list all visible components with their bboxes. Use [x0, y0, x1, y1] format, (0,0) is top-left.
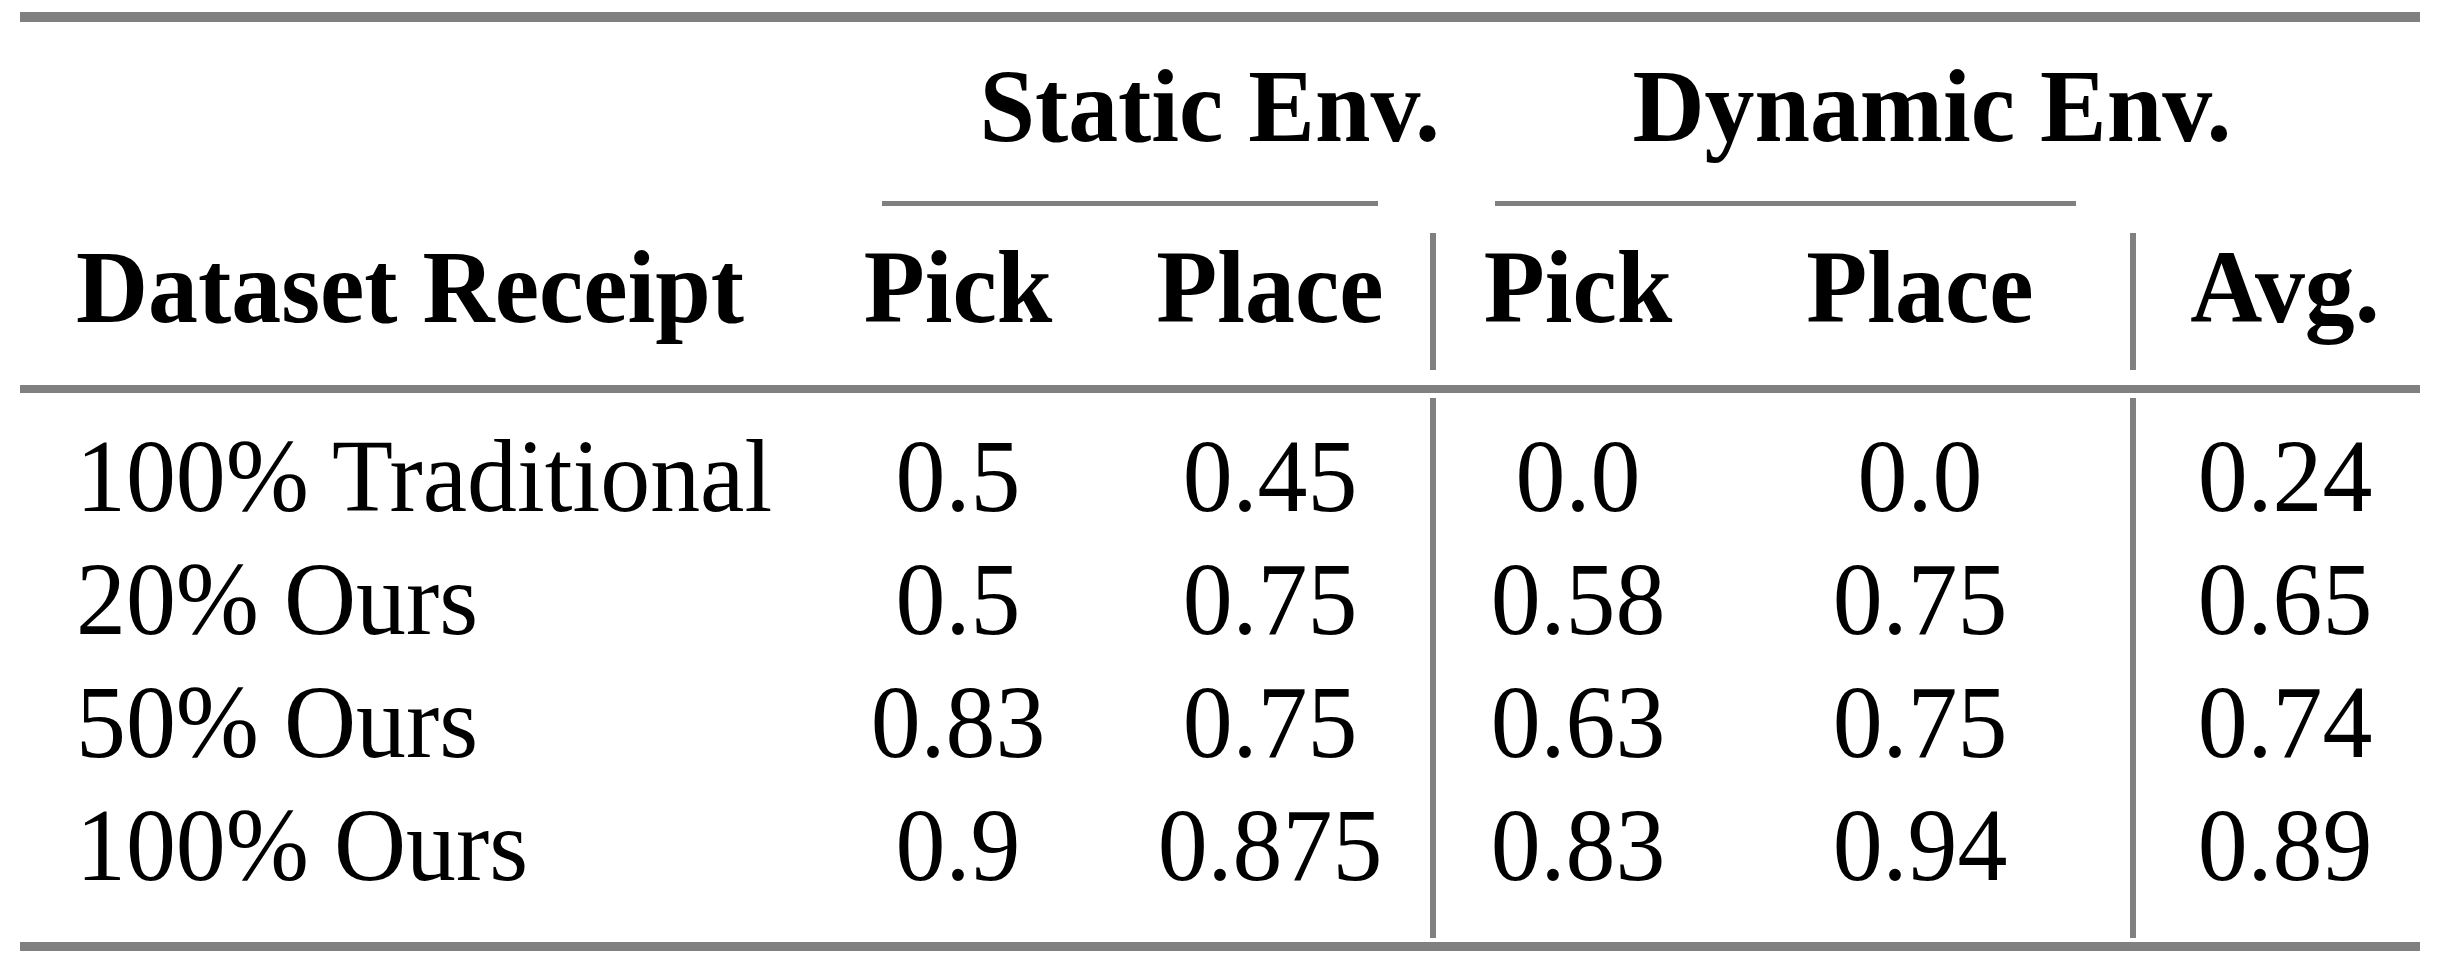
table-bottom-rule: [20, 942, 2420, 951]
static-pick-value-cell: 0.83: [804, 670, 1111, 774]
static-pick-value-cell: 0.5: [804, 424, 1111, 528]
table-header-rule: [20, 385, 2420, 393]
column-header-static-pick: Pick: [804, 235, 1111, 339]
static-place-value-cell: 0.75: [1116, 670, 1423, 774]
column-header-dynamic-place: Place: [1766, 235, 2073, 339]
dataset-label-cell: 50% Ours: [76, 670, 478, 774]
table-top-rule: [20, 12, 2420, 22]
avg-value-cell: 0.65: [2131, 547, 2438, 651]
dataset-label-cell: 100% Ours: [76, 793, 528, 897]
avg-value-cell: 0.74: [2131, 670, 2438, 774]
dynamic-pick-value-cell: 0.83: [1424, 793, 1731, 897]
dynamic-place-value-cell: 0.75: [1766, 670, 2073, 774]
column-header-static-place: Place: [1116, 235, 1423, 339]
dynamic-pick-value-cell: 0.58: [1424, 547, 1731, 651]
avg-value-cell: 0.89: [2131, 793, 2438, 897]
static-pick-value-cell: 0.9: [804, 793, 1111, 897]
dynamic-pick-value-cell: 0.0: [1424, 424, 1731, 528]
static-place-value-cell: 0.45: [1116, 424, 1423, 528]
group-header-dynamic-env: Dynamic Env.: [1632, 54, 1939, 158]
dynamic-place-value-cell: 0.0: [1766, 424, 2073, 528]
static-place-value-cell: 0.75: [1116, 547, 1423, 651]
dynamic-pick-value-cell: 0.63: [1424, 670, 1731, 774]
column-header-dynamic-pick: Pick: [1424, 235, 1731, 339]
dynamic-place-value-cell: 0.94: [1766, 793, 2073, 897]
results-table-figure: Static Env. Dynamic Env. Dataset Receipt…: [0, 0, 2440, 966]
column-header-dataset-receipt: Dataset Receipt: [76, 235, 744, 339]
group-header-static-env: Static Env.: [979, 54, 1286, 158]
column-header-avg: Avg.: [2131, 235, 2438, 339]
dataset-label-cell: 20% Ours: [76, 547, 478, 651]
dataset-label-cell: 100% Traditional: [76, 424, 772, 528]
avg-value-cell: 0.24: [2131, 424, 2438, 528]
static-place-value-cell: 0.875: [1116, 793, 1423, 897]
static-pick-value-cell: 0.5: [804, 547, 1111, 651]
static-env-cmidrule: [882, 201, 1378, 206]
dynamic-env-cmidrule: [1495, 201, 2076, 206]
dynamic-place-value-cell: 0.75: [1766, 547, 2073, 651]
